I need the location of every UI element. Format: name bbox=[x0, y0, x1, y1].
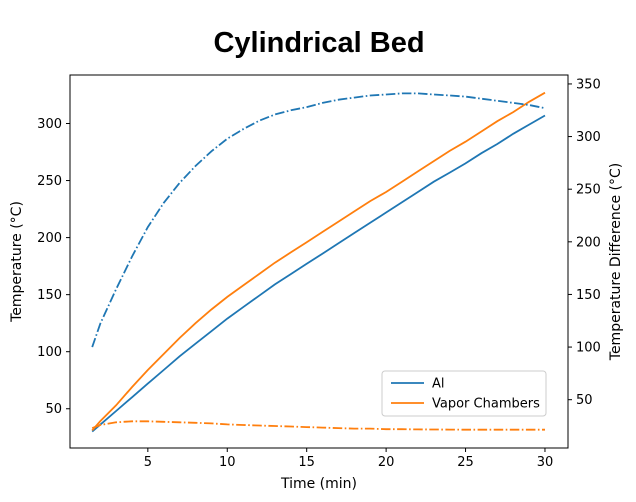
legend-entry-label: Vapor Chambers bbox=[432, 397, 540, 412]
series-line-al bbox=[91, 114, 546, 433]
chart-title: Cylindrical Bed bbox=[213, 27, 424, 59]
series-line-vapor-chambers bbox=[91, 91, 546, 431]
x-tick-label: 25 bbox=[457, 455, 474, 470]
left-y-tick-label: 100 bbox=[37, 345, 62, 360]
left-y-axis-label: Temperature (°C) bbox=[9, 201, 25, 323]
x-tick-label: 10 bbox=[219, 455, 236, 470]
x-axis-label: Time (min) bbox=[280, 476, 357, 492]
series-line-blue-dashdot-right-axis bbox=[91, 92, 546, 348]
x-tick-label: 5 bbox=[144, 455, 152, 470]
right-y-tick-label: 250 bbox=[576, 183, 601, 198]
legend-entry-label: Al bbox=[432, 377, 445, 392]
series-line-orange-dashdot-right-axis bbox=[91, 420, 545, 431]
left-y-tick-label: 250 bbox=[37, 174, 62, 189]
x-tick-label: 20 bbox=[378, 455, 395, 470]
right-y-tick-label: 150 bbox=[576, 288, 601, 303]
left-y-tick-label: 50 bbox=[45, 402, 62, 417]
right-y-axis-label: Temperature Difference (°C) bbox=[608, 163, 624, 361]
axes-spines bbox=[69, 74, 569, 449]
right-y-tick-label: 100 bbox=[576, 341, 601, 356]
plot-area: 5 10 15 20 25 30 50 100 150 200 250 300 50 100 150 200 2… bbox=[37, 74, 601, 470]
left-y-tick-label: 150 bbox=[37, 288, 62, 303]
right-y-tick-label: 300 bbox=[576, 130, 601, 145]
right-y-tick-label: 200 bbox=[576, 235, 601, 250]
left-y-tick-label: 300 bbox=[37, 117, 62, 132]
right-y-tick-label: 350 bbox=[576, 77, 601, 92]
legend: Al Vapor Chambers bbox=[381, 370, 547, 417]
right-y-tick-label: 50 bbox=[576, 393, 593, 408]
left-y-tick-label: 200 bbox=[37, 231, 62, 246]
x-tick-label: 30 bbox=[537, 455, 554, 470]
x-tick-label: 15 bbox=[298, 455, 315, 470]
